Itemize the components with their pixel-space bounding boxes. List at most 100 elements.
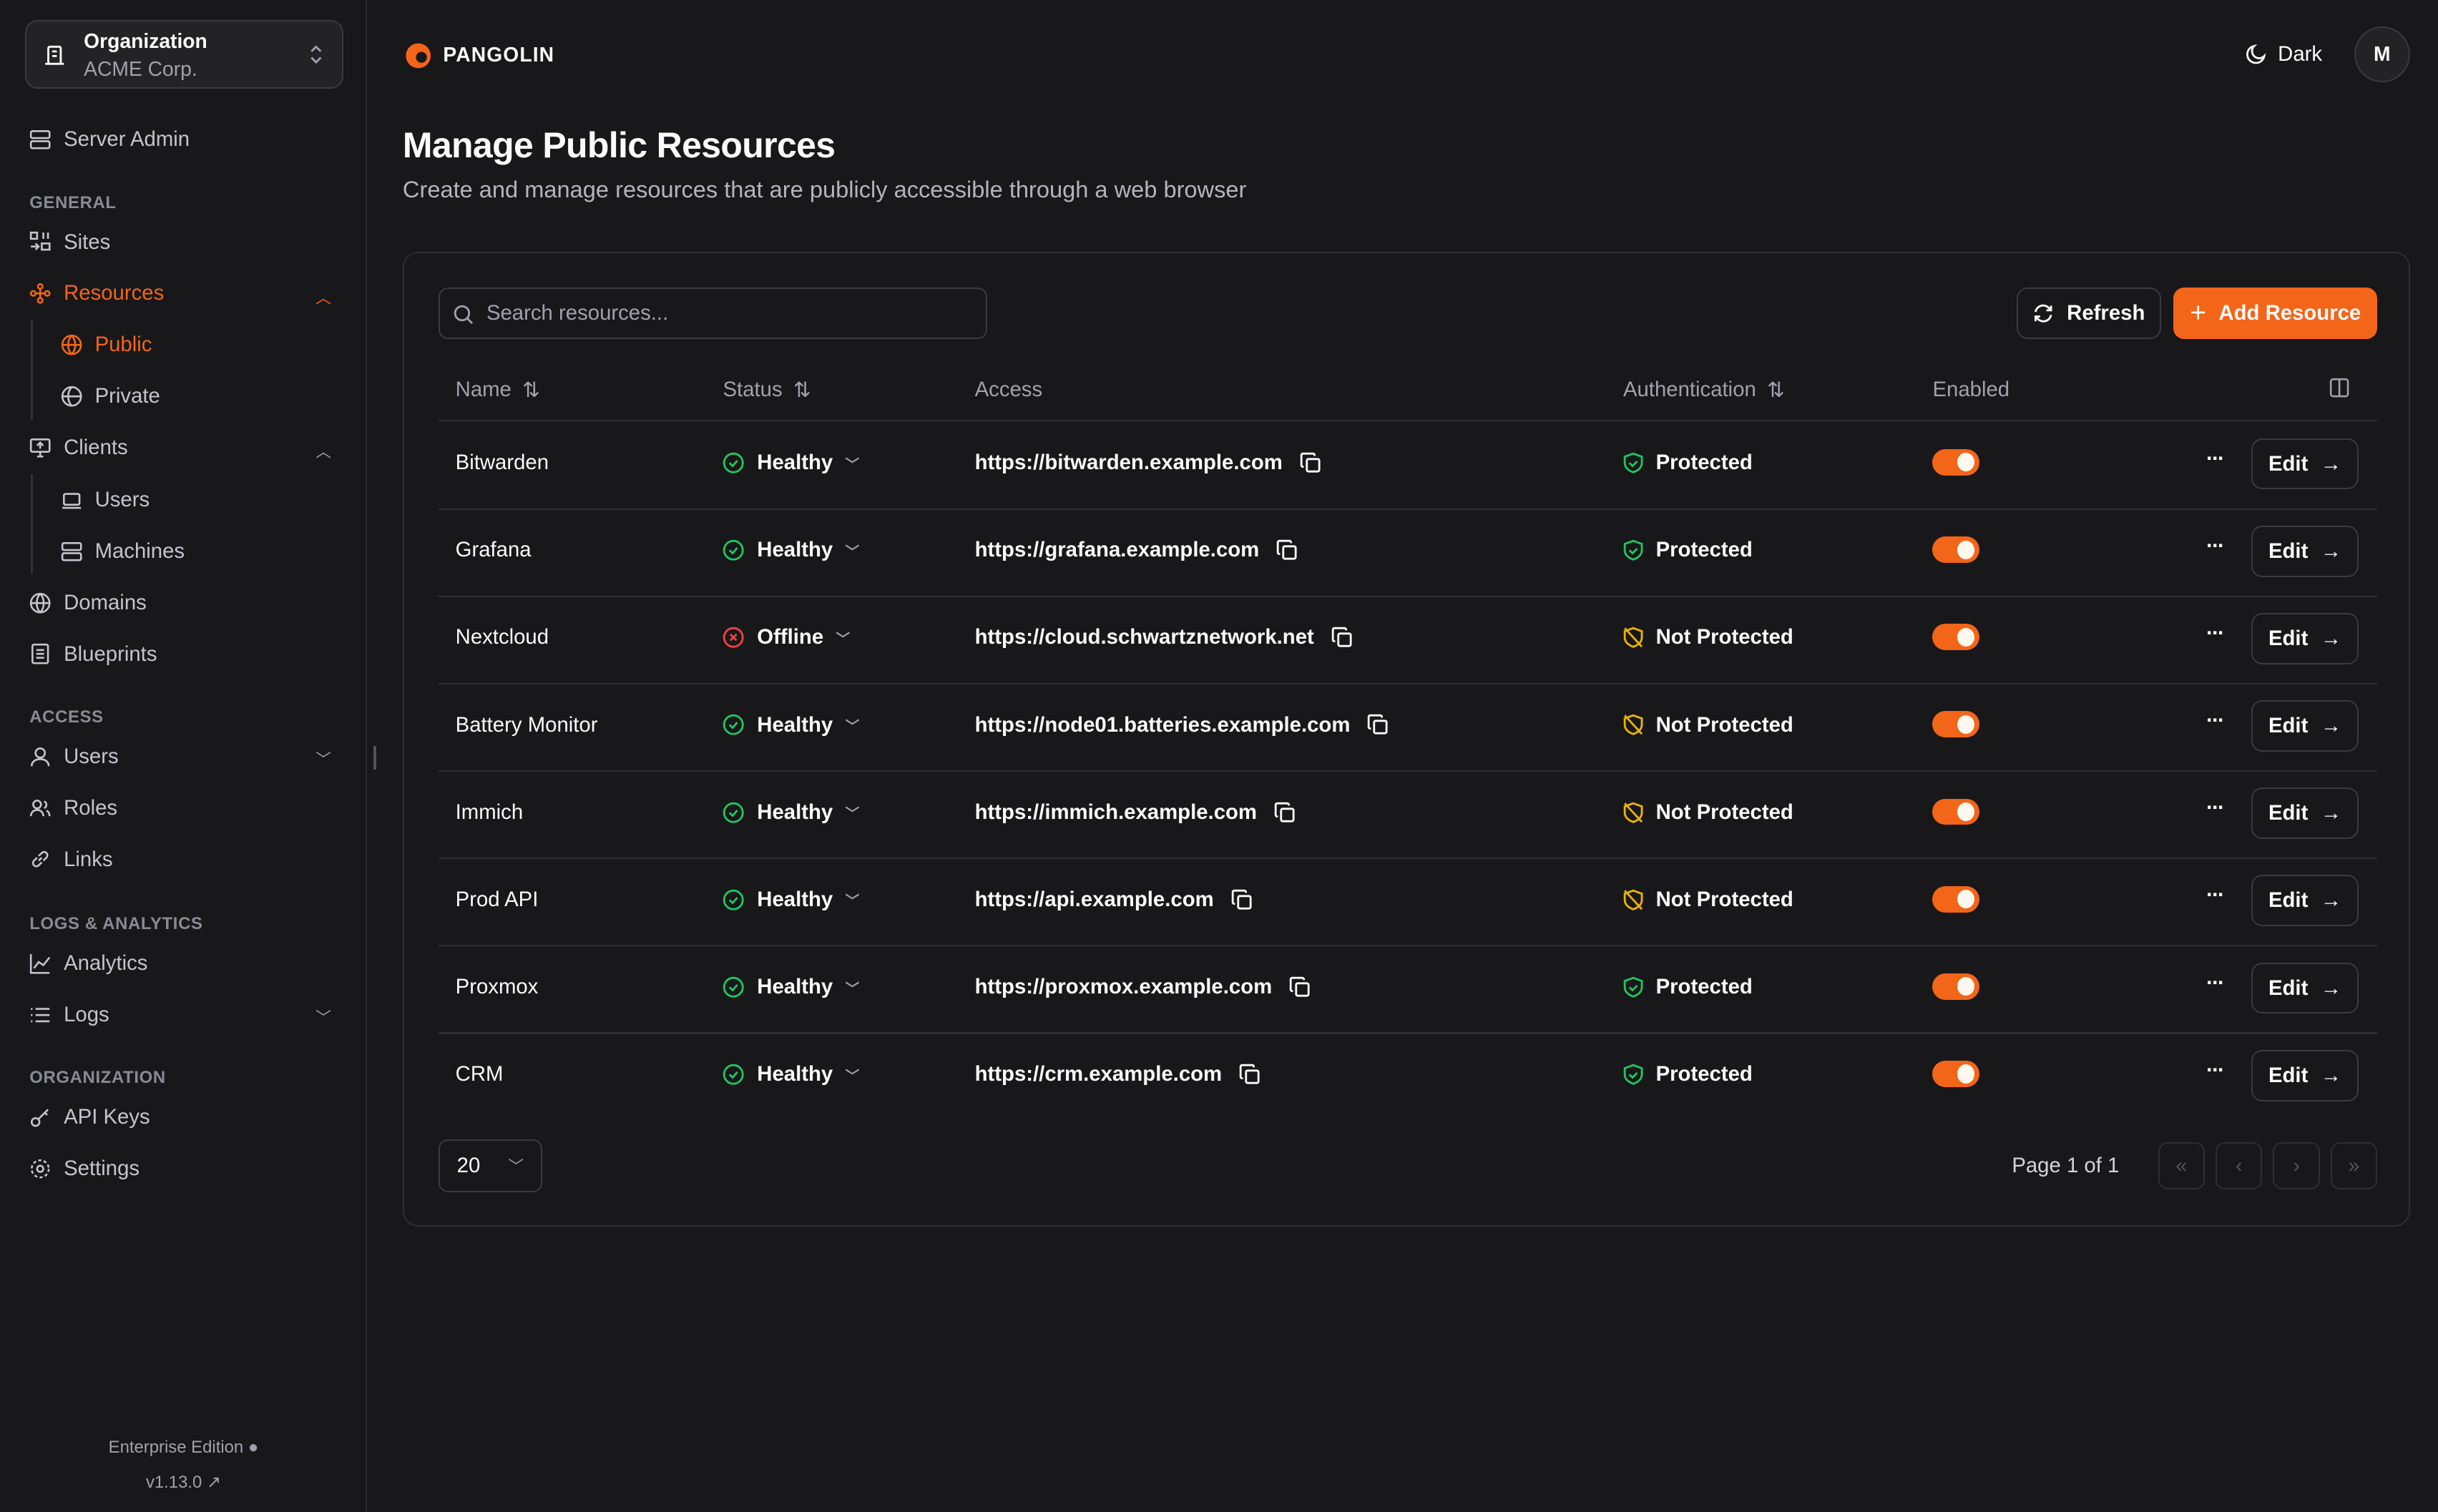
org-switcher[interactable]: Organization ACME Corp. [24, 20, 344, 89]
more-actions-icon[interactable]: ··· [2206, 970, 2225, 995]
chevron-up-icon[interactable]: ︿ [315, 288, 331, 307]
chevron-down-icon[interactable]: ﹀ [315, 1008, 331, 1027]
more-actions-icon[interactable]: ··· [2206, 533, 2225, 558]
chevron-up-icon[interactable]: ︿ [315, 443, 331, 461]
enabled-toggle[interactable] [1932, 1061, 1979, 1087]
sidebar-item-client-users[interactable]: Users [61, 488, 150, 512]
page-size-select[interactable]: 20 ﹀ [438, 1139, 543, 1192]
sidebar-item-users[interactable]: Users [29, 745, 119, 769]
more-actions-icon[interactable]: ··· [2206, 446, 2225, 471]
access-link[interactable]: https://immich.example.com [974, 800, 1257, 824]
copy-icon[interactable] [1300, 452, 1321, 473]
access-url[interactable]: https://grafana.example.com [975, 538, 1298, 562]
access-url[interactable]: https://api.example.com [975, 888, 1253, 912]
brand-logo[interactable]: PANGOLIN [403, 39, 554, 69]
enabled-toggle[interactable] [1932, 798, 1979, 825]
sidebar-item-analytics[interactable]: Analytics [29, 951, 147, 976]
access-url[interactable]: https://crm.example.com [975, 1062, 1261, 1086]
label: Logs [64, 1002, 109, 1026]
edit-button[interactable]: Edit → [2251, 700, 2359, 752]
access-url[interactable]: https://node01.batteries.example.com [975, 713, 1389, 737]
copy-icon[interactable] [1289, 976, 1311, 998]
copy-icon[interactable] [1367, 714, 1389, 735]
sidebar-item-blueprints[interactable]: Blueprints [29, 642, 157, 667]
status-dropdown[interactable]: Healthy ﹀ [723, 713, 859, 737]
column-header-authentication[interactable]: Authentication ⇅ [1623, 378, 1785, 403]
access-url[interactable]: https://cloud.schwartznetwork.net [975, 625, 1353, 649]
access-link[interactable]: https://api.example.com [974, 887, 1214, 911]
chevron-down-icon[interactable]: ﹀ [315, 750, 331, 769]
column-header-name[interactable]: Name ⇅ [456, 378, 540, 403]
access-link[interactable]: https://proxmox.example.com [974, 975, 1273, 999]
enabled-toggle[interactable] [1932, 973, 1979, 1000]
edit-button[interactable]: Edit → [2251, 525, 2359, 577]
copy-icon[interactable] [1274, 802, 1296, 823]
access-url[interactable]: https://bitwarden.example.com [975, 451, 1322, 475]
sidebar-item-roles[interactable]: Roles [29, 796, 117, 820]
sidebar-resize-handle[interactable] [373, 746, 376, 770]
more-actions-icon[interactable]: ··· [2206, 883, 2225, 908]
status-dropdown[interactable]: Healthy ﹀ [723, 975, 859, 999]
search-input[interactable]: Search resources... [438, 287, 987, 339]
access-url[interactable]: https://immich.example.com [975, 800, 1296, 825]
avatar[interactable]: M [2354, 26, 2410, 83]
sidebar-item-logs[interactable]: Logs [29, 1003, 109, 1027]
add-resource-button[interactable]: + Add Resource [2173, 287, 2378, 339]
sidebar-item-clients[interactable]: Clients [29, 436, 128, 460]
enabled-toggle[interactable] [1932, 448, 1979, 476]
access-link[interactable]: https://bitwarden.example.com [974, 451, 1283, 475]
theme-toggle[interactable]: Dark [2246, 42, 2322, 67]
edit-button[interactable]: Edit → [2251, 787, 2359, 840]
sidebar-item-private[interactable]: Private [61, 384, 160, 408]
sidebar-item-public[interactable]: Public [61, 333, 152, 357]
enabled-toggle[interactable] [1932, 711, 1979, 738]
copy-icon[interactable] [1331, 627, 1353, 648]
status-dropdown[interactable]: Healthy ﹀ [723, 1062, 859, 1086]
copy-icon[interactable] [1276, 539, 1298, 561]
enabled-toggle[interactable] [1932, 624, 1979, 651]
edition-label[interactable]: Enterprise Edition ● [0, 1438, 367, 1458]
sidebar-item-machines[interactable]: Machines [61, 539, 185, 564]
copy-icon[interactable] [1231, 889, 1253, 910]
sidebar-item-sites[interactable]: Sites [29, 230, 110, 255]
edit-button[interactable]: Edit → [2251, 962, 2359, 1014]
more-actions-icon[interactable]: ··· [2206, 1057, 2225, 1082]
sidebar-item-settings[interactable]: Settings [29, 1157, 139, 1181]
status-dropdown[interactable]: Healthy ﹀ [723, 451, 859, 475]
last-page-button[interactable]: » [2330, 1142, 2378, 1189]
status-dropdown[interactable]: Healthy ﹀ [723, 888, 859, 912]
columns-icon[interactable] [2329, 378, 2349, 398]
enabled-toggle[interactable] [1932, 885, 1979, 913]
more-actions-icon[interactable]: ··· [2206, 620, 2225, 645]
link-icon [32, 851, 49, 868]
sidebar-item-domains[interactable]: Domains [29, 591, 147, 615]
first-page-button[interactable]: « [2158, 1142, 2205, 1189]
edit-button[interactable]: Edit → [2251, 613, 2359, 664]
prev-page-button[interactable]: ‹ [2216, 1142, 2263, 1189]
refresh-button[interactable]: Refresh [2016, 287, 2161, 339]
copy-icon[interactable] [1239, 1064, 1260, 1085]
status-dropdown[interactable]: Offline ﹀ [723, 625, 850, 649]
column-header-status[interactable]: Status ⇅ [723, 378, 811, 403]
sidebar-item-api-keys[interactable]: API Keys [29, 1105, 150, 1129]
more-actions-icon[interactable]: ··· [2206, 795, 2225, 820]
auth-label: Not Protected [1655, 800, 1793, 824]
access-url[interactable]: https://proxmox.example.com [975, 975, 1311, 999]
next-page-button[interactable]: › [2273, 1142, 2320, 1189]
access-link[interactable]: https://crm.example.com [974, 1062, 1223, 1086]
sidebar: Organization ACME Corp. Server Admin GEN… [0, 0, 367, 1512]
access-link[interactable]: https://node01.batteries.example.com [974, 712, 1351, 737]
edit-button[interactable]: Edit → [2251, 438, 2359, 490]
status-dropdown[interactable]: Healthy ﹀ [723, 538, 859, 562]
edit-button[interactable]: Edit → [2251, 1049, 2359, 1101]
sidebar-item-resources[interactable]: Resources [29, 281, 164, 305]
version-link[interactable]: v1.13.0 ↗ [0, 1472, 367, 1493]
access-link[interactable]: https://grafana.example.com [974, 538, 1260, 562]
edit-button[interactable]: Edit → [2251, 875, 2359, 927]
more-actions-icon[interactable]: ··· [2206, 708, 2225, 733]
access-link[interactable]: https://cloud.schwartznetwork.net [974, 625, 1314, 649]
enabled-toggle[interactable] [1932, 536, 1979, 564]
sidebar-item-server-admin[interactable]: Server Admin [29, 127, 190, 152]
sidebar-item-links[interactable]: Links [29, 848, 113, 872]
status-dropdown[interactable]: Healthy ﹀ [723, 800, 859, 825]
